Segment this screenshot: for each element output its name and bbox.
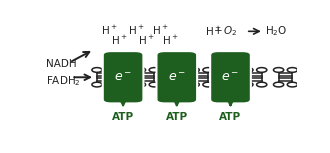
- Circle shape: [243, 82, 253, 87]
- Circle shape: [203, 82, 213, 87]
- Circle shape: [106, 82, 116, 87]
- Circle shape: [189, 68, 199, 72]
- Circle shape: [106, 68, 116, 72]
- Text: H$^+$: H$^+$: [138, 34, 154, 47]
- Text: H$^+$: H$^+$: [127, 24, 144, 37]
- Circle shape: [135, 68, 146, 72]
- Circle shape: [243, 68, 253, 72]
- Circle shape: [257, 68, 267, 72]
- FancyBboxPatch shape: [103, 51, 144, 103]
- Text: $+ \, O_2$: $+ \, O_2$: [213, 24, 238, 38]
- Text: H$^+$: H$^+$: [152, 24, 169, 37]
- Circle shape: [189, 82, 199, 87]
- Text: H$^+$: H$^+$: [205, 25, 222, 38]
- Circle shape: [203, 68, 213, 72]
- Circle shape: [135, 82, 146, 87]
- Circle shape: [287, 82, 298, 87]
- Circle shape: [274, 68, 284, 72]
- Text: NADH: NADH: [46, 59, 77, 69]
- Circle shape: [149, 82, 159, 87]
- Text: $e^-$: $e^-$: [114, 71, 132, 84]
- Circle shape: [149, 68, 159, 72]
- Text: $e^-$: $e^-$: [168, 71, 186, 84]
- FancyBboxPatch shape: [210, 51, 251, 103]
- Text: H$^+$: H$^+$: [101, 24, 117, 37]
- FancyBboxPatch shape: [156, 51, 197, 103]
- Circle shape: [92, 68, 102, 72]
- Text: H$_2$O: H$_2$O: [265, 24, 287, 38]
- Circle shape: [287, 68, 298, 72]
- Circle shape: [257, 82, 267, 87]
- Circle shape: [274, 82, 284, 87]
- Text: ATP: ATP: [219, 112, 242, 122]
- Text: $e^-$: $e^-$: [221, 71, 240, 84]
- Text: FADH$_2$: FADH$_2$: [46, 75, 81, 88]
- Text: ATP: ATP: [166, 112, 188, 122]
- Circle shape: [92, 82, 102, 87]
- Text: H$^+$: H$^+$: [111, 34, 128, 47]
- Text: H$^+$: H$^+$: [162, 34, 179, 47]
- Text: ATP: ATP: [112, 112, 134, 122]
